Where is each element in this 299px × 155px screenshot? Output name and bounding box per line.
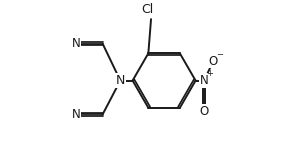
Text: O: O [209,55,218,68]
Text: +: + [207,69,213,78]
Text: N: N [71,37,80,50]
Text: −: − [216,50,223,59]
Text: N: N [200,74,208,87]
Text: N: N [71,108,80,121]
Text: O: O [199,105,209,118]
Text: N: N [116,74,125,87]
Text: Cl: Cl [141,3,153,16]
